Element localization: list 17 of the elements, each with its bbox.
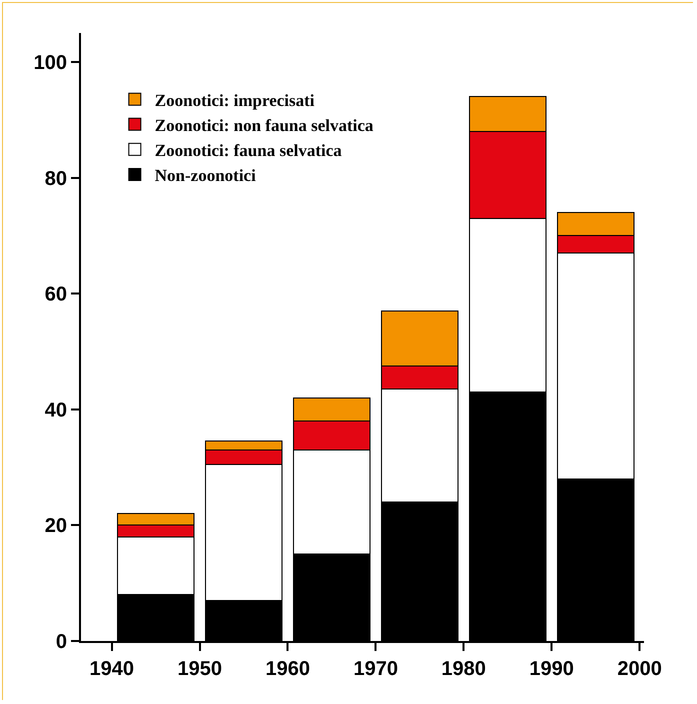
x-tick-label: 2000 [617, 658, 662, 680]
x-tick-label: 1960 [265, 658, 310, 680]
x-tick-label: 1940 [90, 658, 134, 680]
x-tick-label: 1950 [178, 658, 222, 680]
legend-label: Zoonotici: fauna selvatica [154, 141, 342, 160]
legend-label: Non-zoonotici [154, 166, 256, 186]
legend-label: Zoonotici: non fauna selvatica [154, 116, 374, 135]
y-tick-label: 100 [34, 52, 67, 74]
x-tick-label: 1980 [441, 658, 486, 680]
y-tick-label: 0 [56, 631, 67, 653]
y-tick-label: 80 [44, 168, 67, 190]
y-tick-label: 60 [44, 284, 67, 306]
y-tick-label: 40 [44, 399, 67, 422]
x-tick-label: 1970 [353, 658, 398, 680]
y-tick-label: 20 [44, 515, 67, 538]
legend-label: Zoonotici: imprecisati [154, 90, 315, 110]
x-tick-label: 1990 [529, 658, 574, 680]
